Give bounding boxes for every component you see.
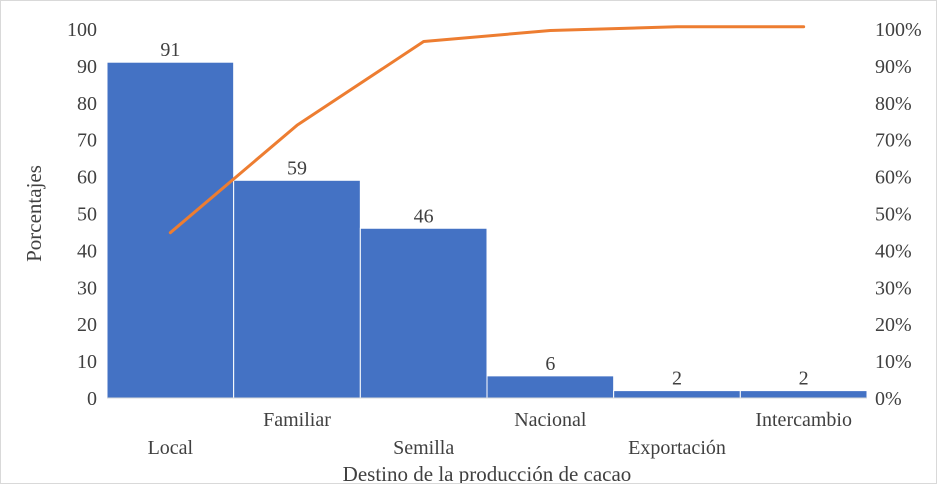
x-tick-label: Intercambio xyxy=(755,409,852,431)
y2-tick-label: 30% xyxy=(875,277,912,299)
y-tick-label: 20 xyxy=(77,314,97,336)
y-tick-label: 40 xyxy=(77,240,97,262)
x-tick-label: Exportación xyxy=(628,437,726,459)
y-tick-label: 60 xyxy=(77,167,97,189)
y2-tick-label: 80% xyxy=(875,93,912,115)
y-tick-label: 100 xyxy=(67,19,97,41)
y2-tick-label: 40% xyxy=(875,240,912,262)
x-axis-ticks: Local Familiar Semilla Nacional Exportación I… xyxy=(148,409,852,459)
bar-1 xyxy=(106,61,235,399)
x-tick-label: Semilla xyxy=(393,437,454,459)
y2-tick-label: 10% xyxy=(875,351,912,373)
y2-tick-label: 0% xyxy=(875,388,902,410)
x-tick-label: Nacional xyxy=(514,409,587,431)
cumulative-line xyxy=(168,25,806,235)
x-tick-label: Familiar xyxy=(263,409,331,431)
data-label-1: 91 xyxy=(160,39,180,61)
y2-tick-label: 70% xyxy=(875,130,912,152)
x-axis-title: Destino de la producción de cacao xyxy=(343,462,632,483)
y-tick-label: 30 xyxy=(77,277,97,299)
cumulative-line-layer xyxy=(168,25,806,235)
y2-tick-label: 90% xyxy=(875,56,912,78)
data-label-3: 46 xyxy=(414,205,434,227)
y2-tick-label: 20% xyxy=(875,314,912,336)
bar-4 xyxy=(486,375,615,399)
y-axis-ticks: 0 10 20 30 40 50 60 70 80 90 100 xyxy=(67,19,97,410)
data-label-6: 2 xyxy=(799,368,809,390)
data-label-2: 59 xyxy=(287,157,307,179)
data-label-5: 2 xyxy=(672,368,682,390)
data-labels-layer: 91 59 46 6 2 2 xyxy=(160,39,808,389)
y2-tick-label: 100% xyxy=(875,19,922,41)
bar-2 xyxy=(233,179,361,399)
y-axis-title: Porcentajes xyxy=(22,165,46,262)
chart-svg: 91 59 46 6 2 2 0 10 20 30 40 50 60 70 80 90 100 0% 10% 20… xyxy=(22,19,922,483)
bar-6 xyxy=(739,390,868,399)
bar-3 xyxy=(359,227,488,399)
data-label-4: 6 xyxy=(545,353,555,375)
y-tick-label: 90 xyxy=(77,56,97,78)
y-tick-label: 70 xyxy=(77,130,97,152)
y-tick-label: 50 xyxy=(77,204,97,226)
y-tick-label: 10 xyxy=(77,351,97,373)
x-tick-label: Local xyxy=(148,437,194,459)
y-tick-label: 80 xyxy=(77,93,97,115)
y2-axis-ticks: 0% 10% 20% 30% 40% 50% 60% 70% 80% 90% 100% xyxy=(875,19,922,410)
bars-layer xyxy=(106,61,868,399)
bar-5 xyxy=(613,390,741,399)
y2-tick-label: 60% xyxy=(875,167,912,189)
y2-tick-label: 50% xyxy=(875,204,912,226)
y-tick-label: 0 xyxy=(87,388,97,410)
pareto-chart: 91 59 46 6 2 2 0 10 20 30 40 50 60 70 80 90 100 0% 10% 20… xyxy=(0,0,937,484)
